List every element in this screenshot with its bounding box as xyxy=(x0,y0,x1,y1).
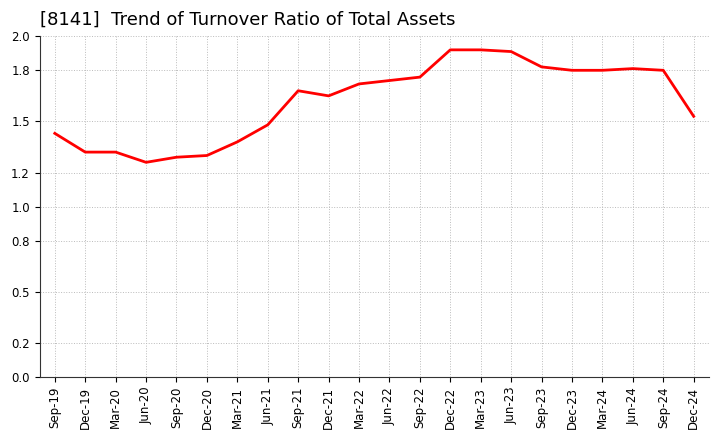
Text: [8141]  Trend of Turnover Ratio of Total Assets: [8141] Trend of Turnover Ratio of Total … xyxy=(40,11,455,29)
